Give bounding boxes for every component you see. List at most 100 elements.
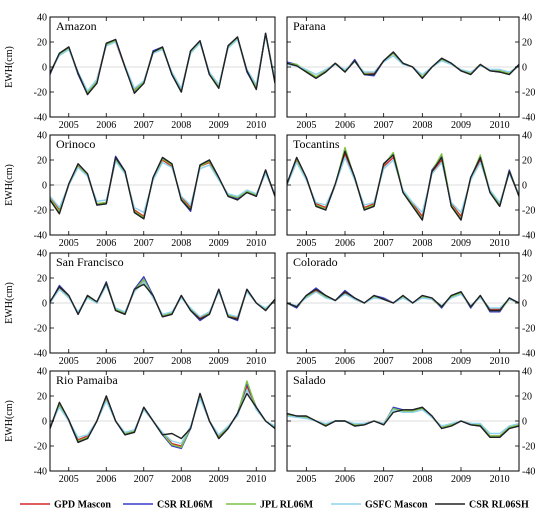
y-tick-label: 20 bbox=[522, 274, 532, 285]
series-group bbox=[50, 380, 275, 450]
legend-label-csr-rl06m: CSR RL06M bbox=[157, 500, 213, 511]
legend-label-gpd-mascon: GPD Mascon bbox=[54, 500, 111, 511]
series-line-csr-rl06sh bbox=[287, 150, 519, 221]
series-line-csr-rl06sh bbox=[50, 156, 275, 220]
y-tick-label: 0 bbox=[42, 417, 47, 428]
y-tick-label: 40 bbox=[522, 367, 532, 378]
y-tick-label: 40 bbox=[522, 249, 532, 260]
x-tick-label: 2009 bbox=[451, 356, 471, 367]
x-tick-label: 2006 bbox=[335, 474, 355, 485]
panel-salado: -40 -20 0 20 40 2005 2006 2007 2008 2009 2010 Salad… bbox=[286, 367, 535, 485]
y-tick-label: 40 bbox=[37, 367, 47, 378]
panel-title: Colorado bbox=[293, 255, 338, 269]
y-tick-label: -40 bbox=[522, 113, 535, 124]
series-group bbox=[50, 32, 275, 96]
y-tick-label: -40 bbox=[34, 467, 47, 478]
panel-san-francisco: -40 -20 0 20 40 2005 2006 2007 2008 2009 2010 San F… bbox=[4, 249, 276, 367]
x-tick-label: 2007 bbox=[374, 238, 394, 249]
series-group bbox=[287, 406, 519, 438]
y-tick-label: 20 bbox=[522, 392, 532, 403]
series-line-gpd-mascon bbox=[50, 385, 275, 447]
x-tick-label: 2007 bbox=[134, 238, 154, 249]
y-axis-label: EWH(cm) bbox=[4, 282, 15, 324]
x-tick-label: 2009 bbox=[209, 356, 229, 367]
y-axis-label: EWH(cm) bbox=[4, 400, 15, 442]
y-tick-label: 40 bbox=[37, 131, 47, 142]
series-line-jpl-rl06m bbox=[287, 288, 519, 312]
y-tick-label: -40 bbox=[522, 349, 535, 360]
y-tick-label: 0 bbox=[42, 181, 47, 192]
x-tick-label: 2008 bbox=[412, 356, 432, 367]
series-line-csr-rl06m bbox=[287, 287, 519, 313]
y-tick-label: 20 bbox=[37, 38, 47, 49]
panel-rio-pamaiba: -40 -20 0 20 40 2005 2006 2007 2008 2009 2010 Rio P… bbox=[4, 367, 276, 485]
y-tick-label: 40 bbox=[37, 249, 47, 260]
legend-label-csr-rl06sh: CSR RL06SH bbox=[469, 500, 529, 511]
x-tick-label: 2010 bbox=[490, 356, 510, 367]
x-tick-label: 2006 bbox=[96, 474, 116, 485]
x-tick-label: 2010 bbox=[490, 238, 510, 249]
x-tick-label: 2006 bbox=[96, 356, 116, 367]
series-line-jpl-rl06m bbox=[50, 158, 275, 219]
y-tick-label: 0 bbox=[522, 417, 527, 428]
y-tick-label: -20 bbox=[34, 88, 47, 99]
y-tick-label: 20 bbox=[522, 156, 532, 167]
x-tick-label: 2009 bbox=[209, 474, 229, 485]
y-tick-label: 20 bbox=[522, 38, 532, 49]
y-tick-label: 0 bbox=[522, 181, 527, 192]
y-tick-label: -40 bbox=[522, 467, 535, 478]
y-tick-label: 20 bbox=[37, 274, 47, 285]
x-tick-label: 2007 bbox=[134, 474, 154, 485]
series-line-gsfc-mascon bbox=[287, 409, 519, 435]
x-tick-label: 2007 bbox=[134, 120, 154, 131]
series-line-csr-rl06sh bbox=[50, 392, 275, 443]
x-tick-label: 2009 bbox=[209, 120, 229, 131]
x-tick-label: 2005 bbox=[296, 474, 316, 485]
series-group bbox=[50, 155, 275, 220]
x-tick-label: 2005 bbox=[59, 356, 79, 367]
y-tick-label: -20 bbox=[34, 442, 47, 453]
x-tick-label: 2005 bbox=[59, 238, 79, 249]
x-tick-label: 2008 bbox=[171, 120, 191, 131]
x-tick-label: 2008 bbox=[412, 474, 432, 485]
panel-title: Amazon bbox=[56, 19, 97, 33]
x-tick-label: 2010 bbox=[490, 474, 510, 485]
y-tick-label: -40 bbox=[522, 231, 535, 242]
y-tick-label: -20 bbox=[522, 324, 535, 335]
y-tick-label: 40 bbox=[37, 13, 47, 24]
y-tick-label: 40 bbox=[522, 131, 532, 142]
y-tick-label: -20 bbox=[34, 206, 47, 217]
x-tick-label: 2007 bbox=[134, 356, 154, 367]
panel-tocantins: -40 -20 0 20 40 2005 2006 2007 2008 2009 2010 Tocan… bbox=[286, 131, 535, 249]
panel-parana: -40 -20 0 20 40 2005 2006 2007 2008 2009 2010 Paran… bbox=[286, 13, 535, 131]
x-tick-label: 2009 bbox=[451, 120, 471, 131]
series-line-gpd-mascon bbox=[50, 159, 275, 218]
series-line-gsfc-mascon bbox=[50, 35, 275, 92]
y-tick-label: -20 bbox=[522, 442, 535, 453]
series-line-gsfc-mascon bbox=[50, 389, 275, 445]
legend-label-gsfc-mascon: GSFC Mascon bbox=[365, 500, 428, 511]
panel-title: Parana bbox=[293, 19, 326, 33]
panel-title: Rio Pamaiba bbox=[56, 373, 118, 387]
series-line-csr-rl06sh bbox=[50, 32, 275, 96]
y-tick-label: 20 bbox=[37, 156, 47, 167]
x-tick-label: 2005 bbox=[59, 120, 79, 131]
x-tick-label: 2010 bbox=[246, 474, 266, 485]
x-tick-label: 2010 bbox=[246, 356, 266, 367]
x-tick-label: 2005 bbox=[296, 238, 316, 249]
x-tick-label: 2009 bbox=[451, 238, 471, 249]
x-tick-label: 2006 bbox=[335, 356, 355, 367]
series-line-gsfc-mascon bbox=[50, 160, 275, 214]
x-tick-label: 2006 bbox=[96, 238, 116, 249]
x-tick-label: 2009 bbox=[209, 238, 229, 249]
series-line-csr-rl06m bbox=[50, 155, 275, 220]
panel-orinoco: -40 -20 0 20 40 2005 2006 2007 2008 2009 2010 Orino… bbox=[4, 131, 276, 249]
y-tick-label: 0 bbox=[42, 63, 47, 74]
x-tick-label: 2006 bbox=[335, 238, 355, 249]
y-tick-label: 40 bbox=[522, 13, 532, 24]
panel-title: Tocantins bbox=[293, 137, 340, 151]
y-tick-label: 0 bbox=[522, 299, 527, 310]
y-tick-label: 20 bbox=[37, 392, 47, 403]
x-tick-label: 2008 bbox=[412, 238, 432, 249]
